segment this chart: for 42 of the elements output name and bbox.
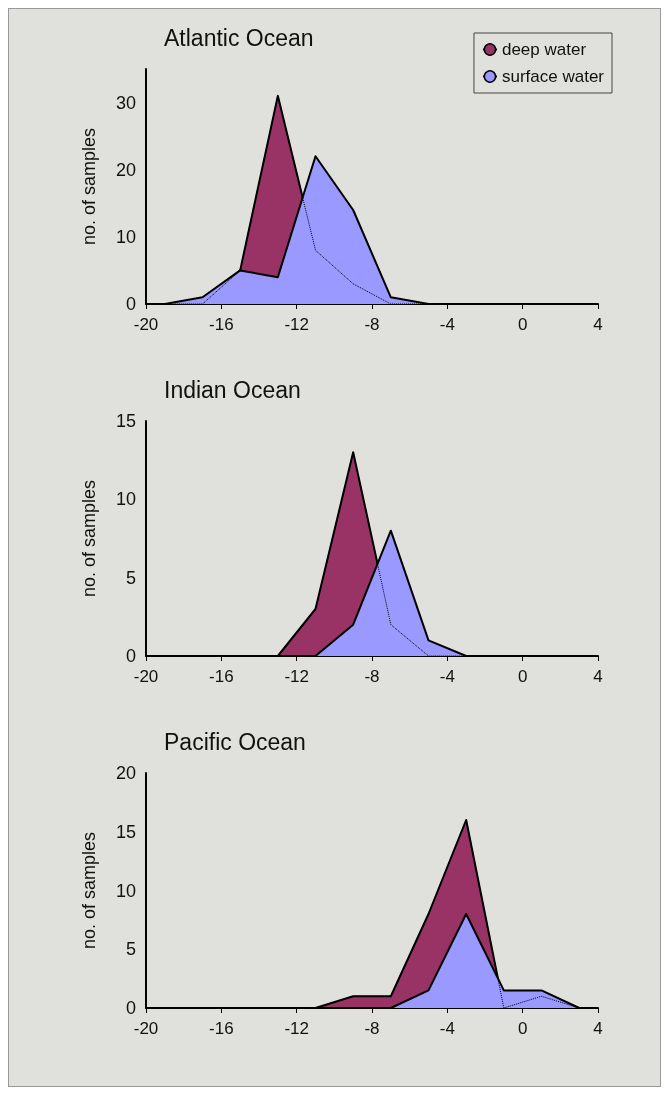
x-tick-label: 4 bbox=[593, 315, 603, 334]
y-tick-label: 10 bbox=[115, 880, 136, 901]
x-tick-label: -20 bbox=[133, 315, 159, 334]
y-tick-label: 15 bbox=[115, 821, 136, 842]
x-tick-label: -8 bbox=[364, 667, 380, 686]
x-tick-label: -12 bbox=[284, 667, 309, 686]
y-tick-label: 0 bbox=[125, 998, 136, 1018]
y-tick-label: 5 bbox=[125, 939, 136, 960]
x-tick-label: -4 bbox=[439, 1019, 455, 1038]
y-tick-label: 10 bbox=[115, 226, 136, 247]
y-axis-title: no. of samples bbox=[79, 479, 99, 598]
y-axis-title: no. of samples bbox=[79, 831, 99, 950]
x-tick-label: -12 bbox=[284, 1019, 309, 1038]
x-tick-label: -12 bbox=[284, 315, 309, 334]
x-tick-label: -16 bbox=[209, 667, 234, 686]
y-tick-label: 5 bbox=[125, 567, 136, 588]
x-tick-label: 4 bbox=[593, 667, 603, 686]
y-tick-label: 15 bbox=[115, 411, 136, 431]
chart-title: Pacific Ocean bbox=[164, 728, 306, 755]
x-tick-label: -8 bbox=[364, 1019, 380, 1038]
x-tick-label: -20 bbox=[133, 667, 159, 686]
y-tick-label: 20 bbox=[115, 763, 136, 783]
x-tick-label: 0 bbox=[517, 667, 528, 686]
x-tick-label: 4 bbox=[593, 1019, 603, 1038]
legend-label: deep water bbox=[501, 40, 587, 59]
x-tick-label: -4 bbox=[439, 315, 455, 334]
y-tick-label: 0 bbox=[125, 294, 136, 314]
y-tick-label: 20 bbox=[115, 159, 136, 180]
x-tick-label: 0 bbox=[517, 315, 528, 334]
x-tick-label: -8 bbox=[364, 315, 380, 334]
x-tick-label: 0 bbox=[517, 1019, 528, 1038]
x-tick-label: -16 bbox=[209, 315, 234, 334]
chart-title: Indian Ocean bbox=[164, 376, 301, 403]
x-tick-label: -16 bbox=[209, 1019, 234, 1038]
y-tick-label: 30 bbox=[115, 92, 136, 113]
legend-label: surface water bbox=[501, 67, 605, 86]
x-tick-label: -4 bbox=[439, 667, 455, 686]
y-axis-title: no. of samples bbox=[79, 127, 99, 246]
y-tick-label: 0 bbox=[125, 646, 136, 666]
x-tick-label: -20 bbox=[133, 1019, 159, 1038]
y-tick-label: 10 bbox=[115, 489, 136, 510]
chart-title: Atlantic Ocean bbox=[164, 24, 314, 51]
